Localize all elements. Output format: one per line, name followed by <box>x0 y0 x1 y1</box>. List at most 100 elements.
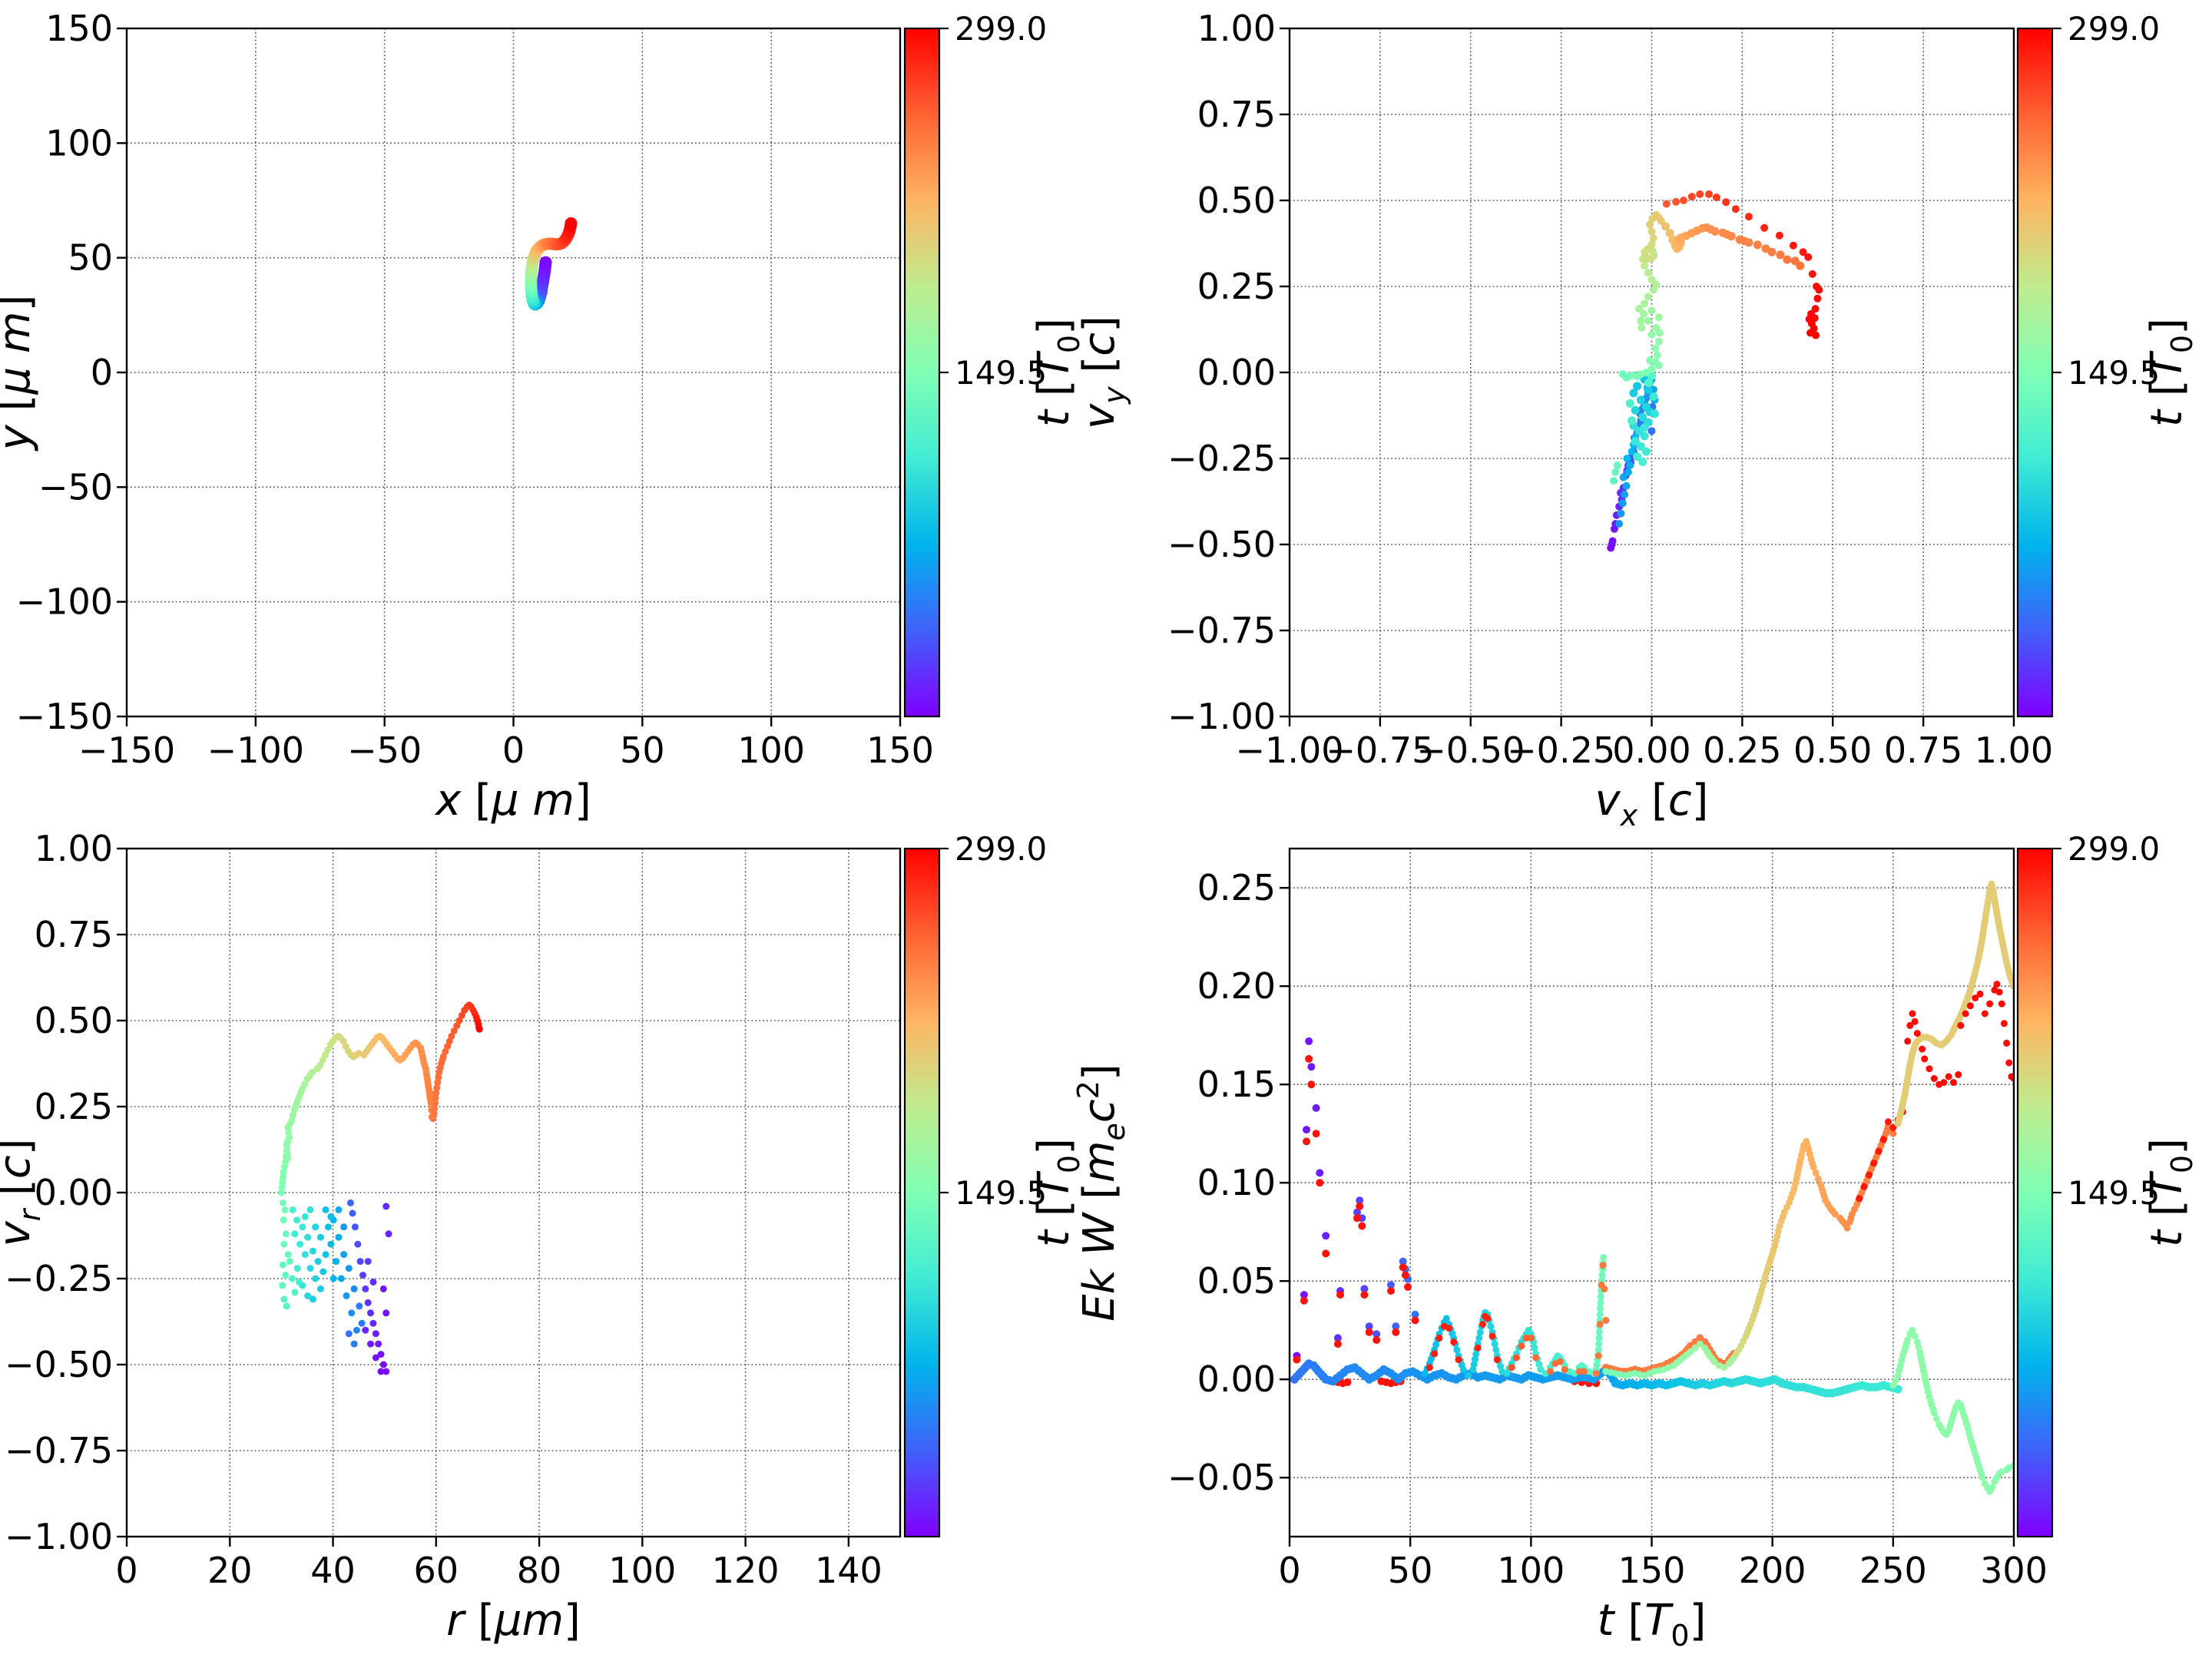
data-point <box>1336 1291 1344 1299</box>
data-point <box>1976 990 1984 998</box>
data-point <box>322 1251 329 1259</box>
data-point <box>1611 468 1620 476</box>
data-point <box>1305 1037 1313 1045</box>
data-point <box>1672 197 1681 206</box>
data-point <box>1358 1222 1366 1230</box>
data-point <box>1696 190 1704 198</box>
x-tick-label: 0.50 <box>1793 730 1872 771</box>
data-point <box>377 1368 385 1375</box>
data-point <box>1626 462 1634 469</box>
data-point <box>1805 315 1813 323</box>
data-point <box>1608 537 1617 545</box>
data-point <box>1831 1210 1839 1218</box>
subplot-energy-vs-time: 0 50 100 150 200 250 300 0.25 0.20 0.15 0.10 0.05 0.… <box>1071 830 2199 1653</box>
data-point <box>1638 412 1647 422</box>
data-point <box>1300 1296 1308 1305</box>
data-point <box>1474 1344 1482 1352</box>
series-layer <box>1290 880 2015 1495</box>
data-point <box>1885 1118 1892 1126</box>
data-point <box>1981 1010 1988 1017</box>
data-point <box>2005 1059 2013 1067</box>
data-point <box>280 1295 288 1303</box>
data-point <box>1636 442 1645 451</box>
data-point <box>309 1295 316 1303</box>
subplot-xy-trajectory: −150 −100 −50 0 50 100 150 −150 −100 −50 0 50 100 150… <box>0 8 1086 826</box>
data-point <box>379 1361 387 1368</box>
series-layer <box>1607 190 1823 552</box>
data-point <box>301 1080 309 1088</box>
data-point <box>314 1258 322 1266</box>
data-point <box>1628 416 1637 425</box>
colorbar-gradient <box>2016 27 2054 718</box>
x-tick-label: 60 <box>414 1550 459 1591</box>
data-point <box>1333 1334 1342 1342</box>
data-point <box>327 1240 335 1248</box>
data-point <box>372 1330 379 1338</box>
data-point <box>348 1309 356 1317</box>
x-tick-label: 200 <box>1739 1550 1806 1591</box>
data-point <box>1636 395 1645 405</box>
data-point <box>1647 427 1656 435</box>
data-point <box>450 1027 458 1034</box>
data-point <box>430 1110 438 1117</box>
axis-label: vr [c] <box>0 1138 47 1246</box>
data-point <box>298 1086 306 1094</box>
data-point <box>1691 1344 1699 1352</box>
y-tick-label: 0.25 <box>35 1086 113 1127</box>
series-layer <box>277 1001 483 1375</box>
data-point <box>1642 369 1651 376</box>
x-tick-label: 100 <box>1497 1550 1565 1591</box>
data-point <box>1710 1358 1718 1365</box>
data-point <box>316 1233 324 1241</box>
data-point <box>1860 1183 1868 1190</box>
data-point <box>475 1025 483 1033</box>
data-point <box>1635 305 1643 313</box>
data-point <box>316 1285 324 1292</box>
data-point <box>367 1340 374 1348</box>
data-point <box>1906 1021 1914 1029</box>
data-point <box>286 1133 293 1141</box>
x-tick-label: −0.75 <box>1326 730 1434 771</box>
data-point <box>1753 240 1762 250</box>
data-point <box>432 1089 440 1097</box>
colorbar-tick-label: 299.0 <box>2068 10 2160 48</box>
y-tick-label: 0.25 <box>1197 867 1276 908</box>
data-point <box>1870 1160 1878 1167</box>
data-point <box>1307 1063 1316 1071</box>
data-point <box>1638 458 1647 466</box>
y-tick-label: 50 <box>68 237 113 279</box>
data-point <box>1972 994 1979 1002</box>
data-point <box>306 1265 314 1272</box>
data-point <box>325 1223 332 1231</box>
data-point <box>1945 1073 1952 1080</box>
data-point <box>1621 491 1629 498</box>
data-point <box>1731 205 1740 213</box>
colorbar-tick-label: 149.5 <box>955 354 1047 392</box>
data-point <box>278 1183 286 1191</box>
x-tick-label: 50 <box>620 730 665 771</box>
data-point <box>1373 1336 1381 1344</box>
data-point <box>379 1285 387 1292</box>
data-point <box>316 1061 324 1069</box>
data-point <box>1744 213 1753 221</box>
axis-label: t [T0] <box>2142 318 2199 427</box>
data-point <box>327 1213 335 1220</box>
data-point <box>324 1046 332 1054</box>
data-point <box>320 1268 327 1276</box>
x-tick-label: −100 <box>207 730 304 771</box>
data-point <box>432 1100 439 1107</box>
axes-background <box>1290 849 2014 1537</box>
data-point <box>1522 1334 1530 1342</box>
data-point <box>362 1326 369 1334</box>
data-point <box>1775 231 1783 240</box>
data-point <box>369 1279 377 1286</box>
data-point <box>1625 399 1634 408</box>
data-point <box>1932 1415 1940 1422</box>
x-tick-label: 0 <box>1278 1550 1300 1591</box>
series-blue-inward <box>322 1206 366 1348</box>
data-point <box>346 1199 354 1206</box>
data-point <box>362 1285 369 1292</box>
axis-label: t [T0] <box>1598 1596 1707 1653</box>
x-tick-label: 0.25 <box>1703 730 1781 771</box>
